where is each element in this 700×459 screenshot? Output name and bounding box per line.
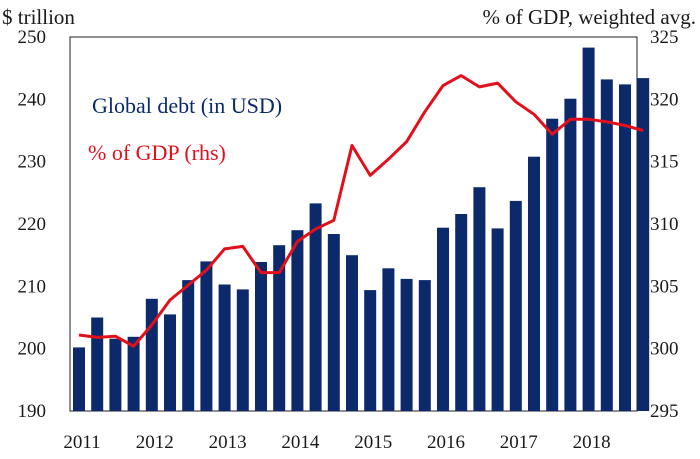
debt-bar (346, 255, 358, 411)
debt-bar (236, 289, 249, 411)
right-axis-label: % of GDP, weighted avg. (483, 5, 696, 29)
right-tick-label: 305 (650, 276, 679, 297)
debt-bar (491, 228, 504, 411)
left-axis-label: $ trillion (2, 5, 75, 29)
debt-bar (455, 214, 468, 411)
debt-bar (382, 268, 395, 411)
x-tick-label: 2017 (500, 432, 538, 453)
debt-bar (528, 156, 540, 411)
debt-bar (564, 98, 577, 411)
right-tick-label: 315 (650, 152, 679, 173)
debt-bar (127, 336, 140, 411)
right-tick-label: 295 (650, 401, 679, 422)
debt-bar (145, 298, 158, 411)
debt-bar (418, 280, 431, 411)
left-tick-label: 190 (18, 401, 47, 422)
x-tick-label: 2011 (63, 432, 100, 453)
x-tick-label: 2015 (354, 432, 392, 453)
x-axis-ticks: 2011 2012 2013 2014 2015 2016 2017 2018 (63, 432, 610, 453)
debt-bar (582, 47, 595, 411)
debt-bar (218, 284, 231, 411)
debt-bar (400, 278, 413, 411)
debt-bar (546, 118, 559, 411)
legend-global-debt: Global debt (in USD) (92, 93, 282, 118)
debt-bars (73, 47, 650, 412)
right-tick-label: 320 (650, 89, 679, 110)
debt-bar (473, 187, 486, 411)
debt-bar (109, 338, 122, 411)
left-axis-ticks: 190 200 210 220 230 240 250 (18, 27, 47, 422)
x-tick-label: 2018 (573, 432, 611, 453)
left-tick-label: 250 (18, 27, 47, 48)
gdp-line (78, 74, 644, 348)
debt-bar (364, 290, 377, 411)
debt-bar (309, 203, 322, 411)
left-tick-label: 240 (18, 89, 47, 110)
debt-bar (182, 280, 195, 411)
right-tick-label: 300 (650, 339, 679, 360)
debt-bar (619, 84, 631, 412)
legend-pct-gdp: % of GDP (rhs) (88, 140, 226, 165)
x-tick-label: 2016 (427, 432, 465, 453)
x-tick-label: 2012 (136, 432, 174, 453)
right-axis-ticks: 295 300 305 310 315 320 325 (650, 27, 679, 422)
left-tick-label: 210 (18, 276, 47, 297)
left-tick-label: 220 (18, 214, 47, 235)
debt-bar (327, 234, 340, 411)
debt-bar (91, 317, 104, 411)
debt-bar (200, 261, 213, 411)
x-tick-label: 2013 (209, 432, 247, 453)
debt-bar (164, 314, 176, 411)
right-tick-label: 325 (650, 27, 679, 48)
debt-bar (291, 230, 304, 411)
debt-bar (73, 347, 85, 411)
debt-bar (273, 245, 286, 411)
debt-bar (637, 78, 650, 411)
right-tick-label: 310 (650, 214, 679, 235)
debt-bar (600, 79, 613, 412)
x-tick-label: 2014 (281, 432, 320, 453)
debt-bar (509, 200, 522, 411)
left-tick-label: 230 (18, 152, 47, 173)
debt-bar (437, 227, 449, 411)
debt-bar (255, 262, 267, 411)
left-tick-label: 200 (18, 339, 47, 360)
